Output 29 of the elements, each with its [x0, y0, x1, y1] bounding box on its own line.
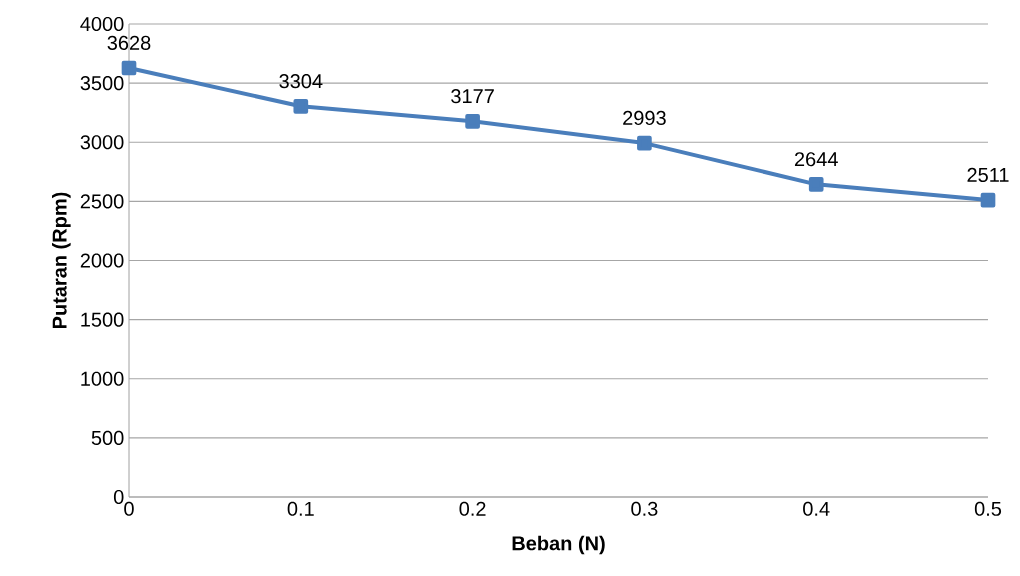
point: [637, 135, 652, 151]
data-label: 3304: [279, 74, 323, 89]
x-tick-label: 0.2: [459, 501, 486, 516]
point: [293, 98, 309, 114]
y-tick-label: 1000: [81, 371, 124, 386]
y-tick-label: 2000: [80, 253, 124, 268]
y-tick-label: 2500: [80, 194, 124, 209]
x-axis-title: Beban (N): [512, 535, 605, 555]
x-tick-label: 0.4: [803, 501, 830, 516]
data-label: 2993: [623, 110, 666, 126]
y-tick-label: 4000: [80, 16, 124, 32]
x-tick-label: 0.3: [631, 501, 658, 516]
y-tick-label: 0: [113, 489, 124, 505]
point: [465, 113, 480, 129]
point: [121, 60, 137, 76]
data-label: 2511: [967, 167, 1009, 183]
x-tick-label: 0.1: [287, 501, 314, 516]
y-tick-label: 3500: [80, 76, 124, 91]
y-tick-label: 3000: [80, 135, 124, 150]
data-label: 2644: [794, 152, 838, 167]
y-tick-label: 500: [91, 430, 124, 445]
y-axis-title: Putaran (Rpm): [52, 192, 71, 329]
point: [980, 192, 996, 208]
data-label: 3628: [107, 35, 151, 50]
data-label: 3177: [451, 89, 494, 104]
point: [808, 177, 824, 192]
y-tick-label: 1500: [81, 312, 124, 327]
x-tick-label: 0.5: [974, 501, 1002, 516]
x-tick-label: 0: [124, 501, 134, 516]
